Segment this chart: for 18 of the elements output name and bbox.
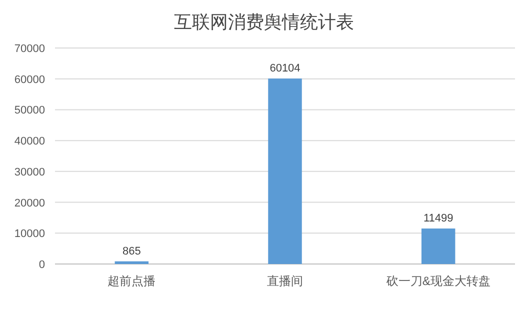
y-tick-label: 0 — [38, 259, 45, 271]
y-tick-label: 70000 — [14, 43, 45, 55]
data-label: 60104 — [270, 62, 300, 75]
y-tick-label: 30000 — [14, 166, 45, 178]
y-tick-label: 40000 — [14, 136, 45, 148]
bar — [421, 228, 456, 264]
x-tick-label: 超前点播 — [108, 274, 156, 288]
y-tick-label: 60000 — [14, 74, 45, 86]
y-tick-label: 10000 — [14, 228, 45, 240]
data-label: 11499 — [423, 212, 454, 225]
y-tick-label: 20000 — [14, 197, 45, 210]
x-tick-label: 直播间 — [267, 274, 303, 288]
bar — [114, 261, 149, 264]
chart-title: 互联网消费舆情统计表 — [174, 12, 354, 32]
bar — [268, 78, 302, 264]
data-label: 865 — [122, 245, 141, 258]
x-tick-label: 砍一刀&现金大转盘 — [385, 274, 490, 288]
y-tick-label: 50000 — [14, 104, 45, 117]
